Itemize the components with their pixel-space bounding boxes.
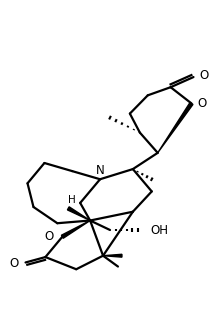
Text: OH: OH — [151, 224, 169, 237]
Text: N: N — [96, 165, 104, 177]
Text: O: O — [45, 230, 54, 243]
Polygon shape — [158, 102, 193, 153]
Text: O: O — [10, 257, 19, 270]
Text: O: O — [199, 69, 208, 82]
Text: O: O — [198, 97, 207, 110]
Polygon shape — [61, 220, 90, 238]
Polygon shape — [67, 207, 90, 220]
Text: H: H — [68, 195, 76, 205]
Polygon shape — [103, 254, 122, 257]
